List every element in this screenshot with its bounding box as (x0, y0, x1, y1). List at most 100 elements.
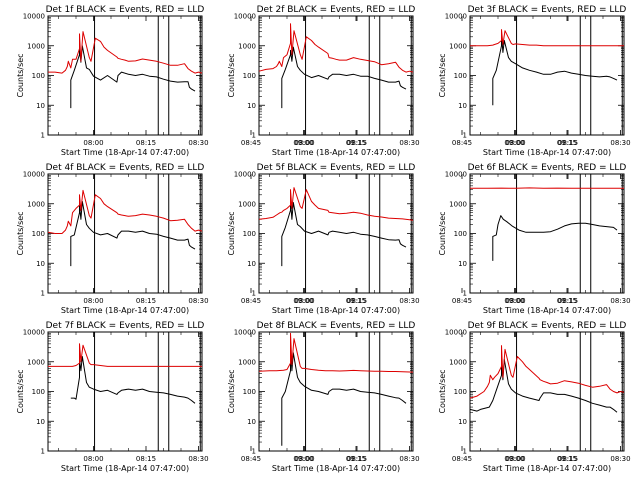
x-tick-label: 08:30 (610, 297, 630, 305)
y-tick-label: 1 (463, 290, 467, 298)
y-tick-label: 10 (458, 418, 467, 426)
x-tick-label: 08:45 (452, 455, 472, 463)
y-axis-label: Counts/sec (16, 53, 25, 97)
x-tick-label: 08:15 (347, 297, 367, 305)
x-tick-label: 08:45 (452, 297, 472, 305)
x-tick-label: 08:15 (347, 455, 367, 463)
x-tick-label: 08:30 (399, 455, 419, 463)
x-tick-label: 08:30 (188, 455, 208, 463)
y-tick-label: 1 (252, 132, 256, 140)
y-tick-label: 10 (36, 260, 45, 268)
y-tick-label: 10 (36, 102, 45, 110)
y-tick-label: 100 (243, 230, 256, 238)
y-tick-label: 1000 (27, 200, 45, 208)
y-axis-label: Counts/sec (16, 369, 25, 413)
panel-title: Det 7f BLACK = Events, RED = LLD (46, 321, 205, 331)
lld-series-line (469, 345, 625, 399)
lld-series-line (48, 31, 203, 74)
y-axis-label: Counts/sec (438, 53, 447, 97)
plot-frame (469, 331, 625, 452)
lld-series-line (47, 189, 203, 234)
panel-title: Det 8f BLACK = Events, RED = LLD (257, 321, 416, 331)
x-tick-label: 08:00 (505, 455, 525, 463)
plot-frame (469, 15, 625, 136)
events-series-line (281, 199, 407, 267)
x-tick-label: 08:45 (452, 139, 472, 147)
x-tick-label: 08:00 (83, 455, 103, 463)
x-axis-label: Start Time (18-Apr-14 07:47:00) (483, 464, 611, 473)
panel-title: Det 6f BLACK = Events, RED = LLD (468, 163, 627, 173)
y-tick-label: 10 (458, 102, 467, 110)
x-tick-label: 08:00 (83, 139, 103, 147)
events-series-line (469, 356, 618, 413)
y-tick-label: 100 (454, 388, 467, 396)
panel-4: Det 4f BLACK = Events, RED = LLD11010010… (16, 163, 366, 315)
y-tick-label: 10000 (23, 13, 45, 21)
x-tick-label: 09:00 (293, 297, 313, 305)
y-tick-label: 10000 (234, 171, 256, 179)
y-tick-label: 100 (32, 388, 45, 396)
x-tick-label: 08:30 (399, 139, 419, 147)
y-tick-label: 10 (247, 102, 256, 110)
y-axis-label: Counts/sec (438, 369, 447, 413)
y-axis-label: Counts/sec (227, 53, 236, 97)
x-tick-label: 09:00 (293, 455, 313, 463)
y-tick-label: 1000 (27, 358, 45, 366)
x-tick-label: 09:15 (346, 297, 366, 305)
x-tick-label: 08:45 (241, 455, 261, 463)
x-tick-label: 09:00 (504, 297, 524, 305)
y-tick-label: 1 (463, 132, 467, 140)
x-tick-label: 08:45 (241, 297, 261, 305)
events-series-line (70, 45, 196, 109)
x-tick-label: 08:00 (294, 455, 314, 463)
y-tick-label: 100 (243, 388, 256, 396)
y-tick-label: 1000 (449, 358, 467, 366)
panel-3: Det 3f BLACK = Events, RED = LLD 1 10 100 10… (438, 5, 631, 157)
y-tick-label: 1 (252, 290, 256, 298)
y-tick-label: 10000 (234, 329, 256, 337)
panel-8: Det 8f BLACK = Events, RED = LLD 1 10 100 10… (227, 321, 577, 473)
panel-2: Det 2f BLACK = Events, RED = LLD11010010… (227, 5, 577, 157)
y-tick-label: 10000 (445, 329, 467, 337)
y-tick-label: 10 (36, 418, 45, 426)
y-tick-label: 1 (41, 448, 45, 456)
plot-frame (47, 173, 203, 294)
x-tick-label: 08:00 (83, 297, 103, 305)
y-tick-label: 1000 (238, 200, 256, 208)
panel-7: Det 7f BLACK = Events, RED = LLD11010010… (16, 321, 366, 473)
y-axis-label: Counts/sec (16, 211, 25, 255)
x-axis-label: Start Time (18-Apr-14 07:47:00) (61, 148, 189, 157)
y-tick-label: 100 (32, 230, 45, 238)
events-series-line (281, 46, 407, 109)
x-axis-label: Start Time (18-Apr-14 07:47:00) (483, 306, 611, 315)
x-tick-label: 08:15 (136, 139, 156, 147)
y-tick-label: 10000 (234, 13, 256, 21)
x-tick-label: 08:15 (347, 139, 367, 147)
x-tick-label: 09:15 (557, 455, 577, 463)
y-tick-label: 100 (243, 72, 256, 80)
y-tick-label: 100 (454, 72, 467, 80)
y-tick-label: 10000 (445, 13, 467, 21)
x-tick-label: 09:00 (504, 139, 524, 147)
y-tick-label: 1000 (449, 42, 467, 50)
y-tick-label: 1 (41, 132, 45, 140)
x-axis-label: Start Time (18-Apr-14 07:47:00) (272, 306, 400, 315)
y-tick-label: 1 (252, 448, 256, 456)
x-tick-label: 08:30 (399, 297, 419, 305)
panel-title: Det 3f BLACK = Events, RED = LLD (468, 5, 627, 15)
panel-1: Det 1f BLACK = Events, RED = LLD11010010… (16, 5, 366, 157)
plot-frame (469, 173, 625, 294)
y-tick-label: 10 (247, 260, 256, 268)
y-tick-label: 10 (247, 418, 256, 426)
plot-frame (258, 15, 414, 136)
plot-frame (47, 15, 203, 136)
lld-series-line (48, 343, 202, 367)
y-tick-label: 1000 (449, 200, 467, 208)
y-axis-label: Counts/sec (438, 211, 447, 255)
x-tick-label: 09:15 (557, 297, 577, 305)
x-tick-label: 09:15 (346, 455, 366, 463)
x-tick-label: 08:15 (136, 455, 156, 463)
y-tick-label: 1000 (238, 358, 256, 366)
plot-frame (47, 331, 203, 452)
panel-title: Det 5f BLACK = Events, RED = LLD (257, 163, 416, 173)
